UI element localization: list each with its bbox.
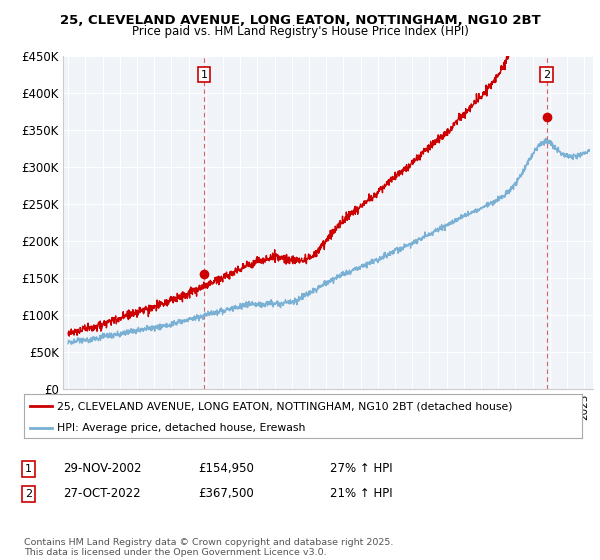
Text: 29-NOV-2002: 29-NOV-2002 [63,462,142,475]
Text: 2: 2 [25,489,32,499]
Text: 27-OCT-2022: 27-OCT-2022 [63,487,140,501]
Text: 25, CLEVELAND AVENUE, LONG EATON, NOTTINGHAM, NG10 2BT: 25, CLEVELAND AVENUE, LONG EATON, NOTTIN… [59,14,541,27]
Text: 25, CLEVELAND AVENUE, LONG EATON, NOTTINGHAM, NG10 2BT (detached house): 25, CLEVELAND AVENUE, LONG EATON, NOTTIN… [58,402,513,412]
Text: 1: 1 [25,464,32,474]
Text: 2: 2 [543,69,550,80]
Text: 1: 1 [200,69,208,80]
Text: Contains HM Land Registry data © Crown copyright and database right 2025.
This d: Contains HM Land Registry data © Crown c… [24,538,394,557]
Text: 27% ↑ HPI: 27% ↑ HPI [330,462,392,475]
Text: £154,950: £154,950 [198,462,254,475]
Text: HPI: Average price, detached house, Erewash: HPI: Average price, detached house, Erew… [58,423,306,433]
Text: 21% ↑ HPI: 21% ↑ HPI [330,487,392,501]
Text: Price paid vs. HM Land Registry's House Price Index (HPI): Price paid vs. HM Land Registry's House … [131,25,469,38]
Text: £367,500: £367,500 [198,487,254,501]
